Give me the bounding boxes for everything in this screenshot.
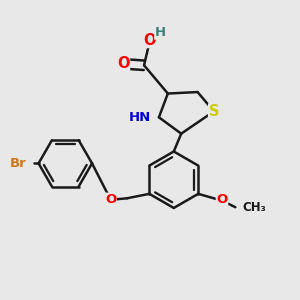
Text: O: O — [144, 32, 156, 47]
Text: O: O — [216, 193, 228, 206]
Text: O: O — [117, 56, 130, 71]
Text: S: S — [209, 104, 219, 119]
Text: HN: HN — [129, 111, 152, 124]
Text: Br: Br — [10, 157, 27, 170]
Text: H: H — [155, 26, 166, 39]
Text: O: O — [105, 193, 116, 206]
Text: CH₃: CH₃ — [243, 201, 267, 214]
